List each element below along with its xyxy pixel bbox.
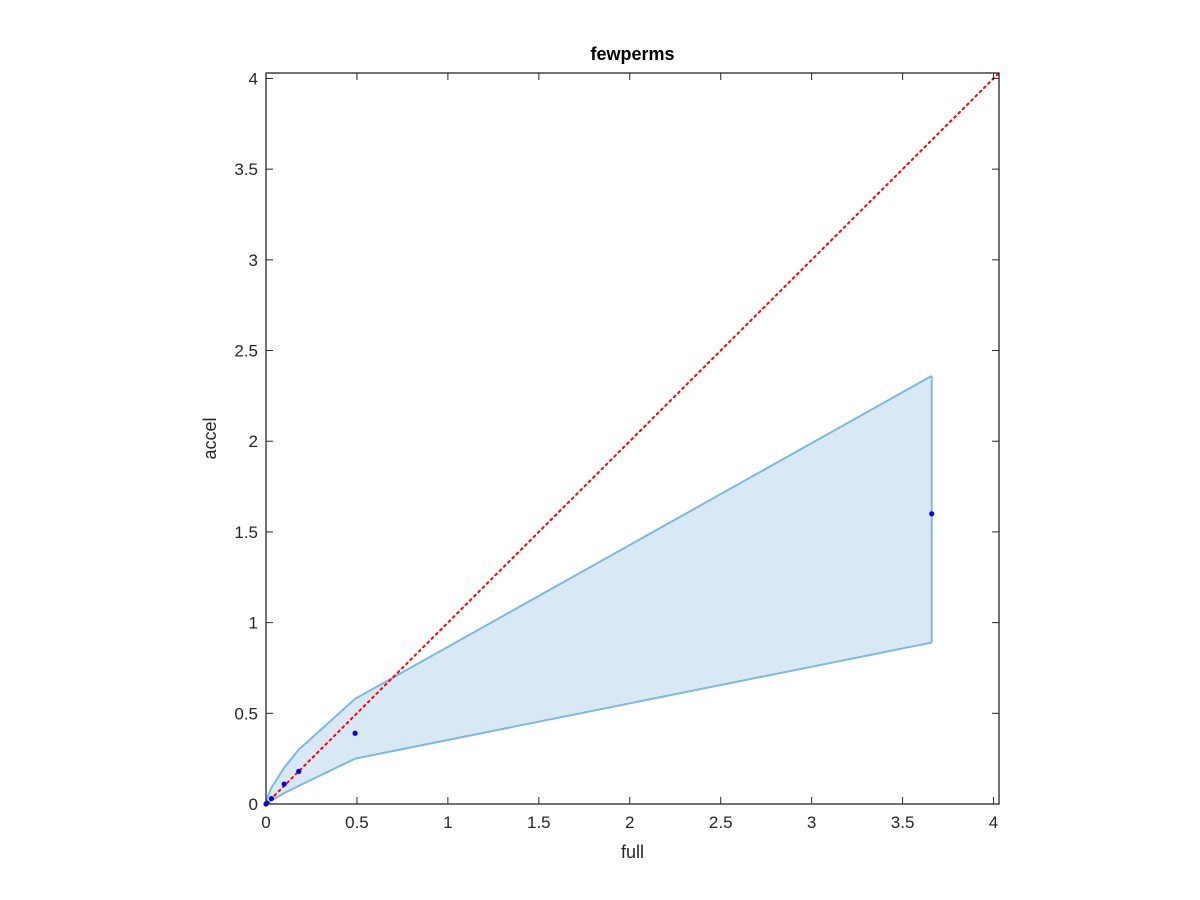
- x-tick-label: 3: [807, 813, 816, 832]
- x-tick-label: 2: [625, 813, 634, 832]
- axes-box: [265, 72, 1000, 805]
- y-tick-label: 1: [249, 614, 258, 633]
- data-point: [264, 800, 270, 806]
- reference-line: [265, 72, 1000, 805]
- y-tick-label: 0.5: [234, 704, 258, 723]
- x-tick-label: 4: [989, 813, 998, 832]
- y-axis-label: accel: [200, 417, 220, 459]
- y-tick-label: 0: [249, 795, 258, 814]
- y-tick-label: 2.5: [234, 342, 258, 361]
- data-point: [268, 795, 275, 802]
- identity-line: [265, 72, 1000, 805]
- y-tick-label: 2: [249, 432, 258, 451]
- x-tick-label: 0: [261, 813, 270, 832]
- y-tick-label: 3: [249, 251, 258, 270]
- x-axis-label: full: [621, 842, 644, 862]
- x-tick-label: 2.5: [709, 813, 733, 832]
- x-tick-label: 1: [443, 813, 452, 832]
- x-tick-label: 1.5: [527, 813, 551, 832]
- y-axis-ticks: 0 0.5 1 1.5 2 2.5 3 3.5 4: [234, 69, 999, 814]
- y-tick-label: 1.5: [234, 523, 258, 542]
- x-axis-ticks: 0 0.5 1 1.5 2 2.5 3 3.5 4: [261, 73, 998, 832]
- band-fill: [266, 375, 932, 804]
- data-point: [929, 511, 935, 517]
- y-tick-label: 4: [249, 69, 258, 88]
- x-tick-label: 3.5: [891, 813, 915, 832]
- x-tick-label: 0.5: [345, 813, 369, 832]
- band-upper-edge: [265, 375, 933, 805]
- chart-title: fewperms: [590, 44, 674, 64]
- data-point: [281, 781, 287, 787]
- data-point: [352, 730, 358, 736]
- y-tick-label: 3.5: [234, 160, 258, 179]
- data-point: [296, 768, 302, 774]
